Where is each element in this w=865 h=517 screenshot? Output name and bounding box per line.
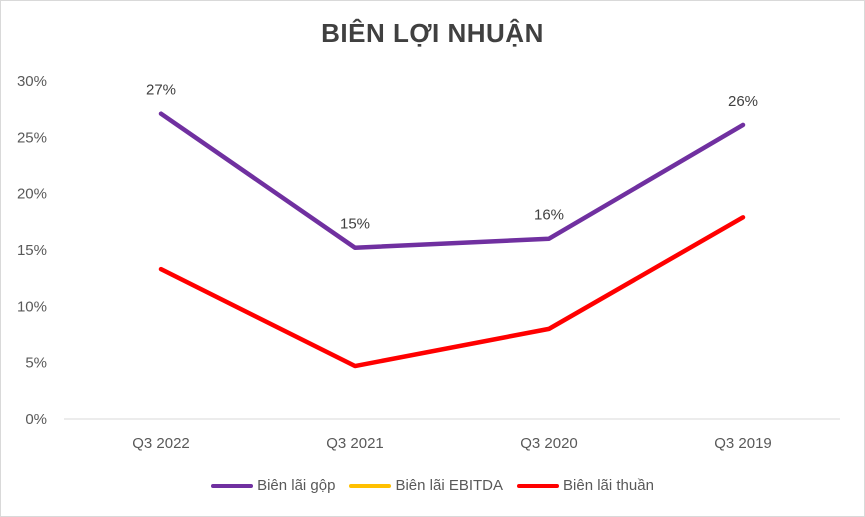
- y-axis: 0% 5% 10% 15% 20% 25% 30%: [17, 73, 47, 428]
- y-tick-label: 5%: [25, 355, 47, 372]
- y-tick-label: 20%: [17, 186, 47, 203]
- legend-label: Biên lãi EBITDA: [395, 477, 504, 494]
- x-tick-label: Q3 2021: [326, 435, 384, 452]
- data-label: 15%: [340, 216, 370, 233]
- legend-item: Biên lãi gộp: [211, 477, 335, 494]
- series-line-3: [158, 215, 746, 369]
- data-label: 27%: [146, 82, 176, 99]
- x-tick-label: Q3 2020: [520, 435, 578, 452]
- y-tick-label: 15%: [17, 242, 47, 259]
- data-labels: 27% 15% 16% 26%: [146, 82, 758, 233]
- x-tick-label: Q3 2019: [714, 435, 772, 452]
- legend-swatch: [517, 483, 560, 488]
- chart-title: BIÊN LỢI NHUẬN: [321, 18, 544, 48]
- legend-label: Biên lãi gộp: [257, 477, 336, 494]
- x-axis: Q3 2022 Q3 2021 Q3 2020 Q3 2019: [132, 435, 772, 452]
- series-lines: [158, 111, 746, 369]
- legend-swatch: [349, 483, 392, 488]
- y-tick-label: 0%: [25, 411, 47, 428]
- legend: Biên lãi gộp Biên lãi EBITDA Biên lãi thuầ…: [0, 477, 865, 494]
- y-tick-label: 10%: [17, 298, 47, 315]
- data-label: 16%: [534, 207, 564, 224]
- y-tick-label: 30%: [17, 73, 47, 90]
- legend-label: Biên lãi thuần: [563, 477, 654, 494]
- y-tick-label: 25%: [17, 129, 47, 146]
- legend-item: Biên lãi EBITDA: [349, 477, 503, 494]
- x-tick-label: Q3 2022: [132, 435, 190, 452]
- series-line-1: [158, 111, 746, 250]
- legend-item: Biên lãi thuần: [517, 477, 654, 494]
- data-label: 26%: [728, 93, 758, 110]
- legend-swatch: [211, 483, 254, 488]
